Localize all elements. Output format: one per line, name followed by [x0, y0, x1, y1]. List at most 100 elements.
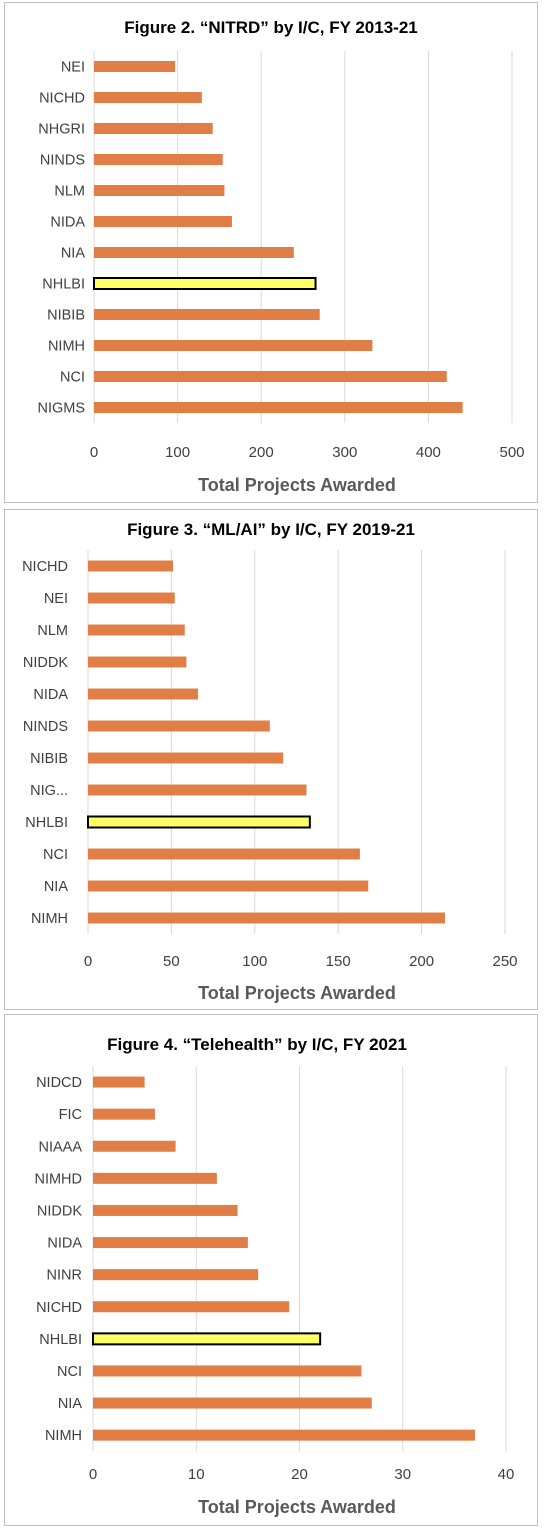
- chart-telehealth: Figure 4. “Telehealth” by I/C, FY 2021 0…: [34, 1035, 514, 1517]
- x-tick-label: 200: [409, 953, 434, 970]
- bar-highlighted: [87, 815, 311, 829]
- x-tick-label: 30: [394, 1466, 411, 1483]
- category-label: NLM: [54, 184, 85, 200]
- x-tick-label: 400: [416, 444, 441, 461]
- x-axis-title: Total Projects Awarded: [198, 983, 396, 1003]
- bar: [88, 656, 187, 668]
- category-label: NIMH: [48, 339, 85, 355]
- bar: [93, 1397, 372, 1409]
- category-label: NLM: [37, 623, 68, 639]
- bar: [94, 247, 294, 258]
- bar: [88, 720, 270, 732]
- bar: [93, 1172, 217, 1184]
- category-label: NEI: [61, 60, 85, 76]
- category-label: NHLBI: [42, 277, 85, 293]
- category-label: NIDDK: [23, 655, 68, 671]
- bar: [94, 216, 232, 227]
- category-label: NINDS: [23, 719, 68, 735]
- category-label: NIA: [58, 1396, 83, 1412]
- bar-highlighted: [92, 1332, 322, 1346]
- x-tick-label: 150: [326, 953, 351, 970]
- category-label: NHLBI: [39, 1332, 82, 1348]
- x-tick-label: 500: [499, 444, 524, 461]
- bar: [93, 1076, 145, 1088]
- bar: [94, 309, 320, 320]
- bar: [94, 154, 223, 165]
- bar: [93, 1365, 362, 1377]
- chart-panel-ml-ai: Figure 3. “ML/AI” by I/C, FY 2019-21 0 50…: [4, 509, 538, 1010]
- chart-title: Figure 4. “Telehealth” by I/C, FY 2021: [107, 1035, 407, 1054]
- bar: [93, 1269, 259, 1281]
- category-label: NIDA: [47, 1236, 82, 1252]
- bar: [94, 61, 176, 72]
- chart-panel-nitrd: Figure 2. “NITRD” by I/C, FY 2013-21 0 10…: [4, 2, 538, 503]
- category-label: NICHD: [36, 1300, 82, 1316]
- category-label: NINR: [47, 1268, 82, 1284]
- category-label: NIMH: [45, 1428, 82, 1444]
- category-label: NIBIB: [30, 751, 68, 767]
- x-tick-label: 200: [249, 444, 274, 461]
- plot-area: 0 50 100 150 200 250 NICHD NEI NLM NIDDK NIDA NINDS…: [22, 550, 518, 970]
- category-label: NEI: [44, 591, 68, 607]
- chart-title: Figure 2. “NITRD” by I/C, FY 2013-21: [124, 18, 418, 37]
- bar: [88, 688, 199, 700]
- x-tick-label: 0: [84, 953, 92, 970]
- bar: [94, 123, 213, 134]
- x-tick-label: 250: [492, 953, 517, 970]
- category-label: NHLBI: [25, 815, 68, 831]
- x-tick-label: 10: [188, 1466, 205, 1483]
- category-label: NINDS: [40, 153, 85, 169]
- category-label: NIMH: [31, 911, 68, 927]
- bar-highlighted: [93, 277, 317, 290]
- bar: [88, 624, 185, 636]
- category-label: NICHD: [22, 559, 68, 575]
- category-label: NIGMS: [37, 401, 85, 417]
- category-label: FIC: [59, 1107, 82, 1123]
- plot-area: 0 10 20 30 40 NIDCD FIC NIAAA NIMHD NIDDK NIDA NINR…: [34, 1066, 514, 1483]
- category-label: NCI: [57, 1364, 82, 1380]
- x-tick-label: 20: [291, 1466, 308, 1483]
- x-axis-title: Total Projects Awarded: [198, 475, 396, 495]
- x-tick-label: 0: [89, 1466, 97, 1483]
- category-label: NIA: [61, 246, 86, 262]
- bar: [94, 185, 225, 196]
- bar: [93, 1140, 176, 1152]
- plot-area: 0 100 200 300 400 500 NEI NICHD NHGRI NINDS NLM NID…: [37, 51, 525, 461]
- category-label: NIDCD: [36, 1075, 82, 1091]
- category-label: NIDDK: [37, 1203, 82, 1219]
- bar: [88, 848, 360, 860]
- category-label: NIBIB: [47, 308, 85, 324]
- bar: [88, 880, 369, 892]
- bar: [93, 1301, 290, 1313]
- category-label: NCI: [60, 370, 85, 386]
- category-label: NIA: [44, 879, 69, 895]
- bar: [88, 592, 175, 604]
- x-tick-label: 100: [242, 953, 267, 970]
- category-label: NIAAA: [38, 1139, 82, 1155]
- category-label: NIMHD: [34, 1171, 82, 1187]
- bar: [88, 784, 307, 796]
- bar: [93, 1204, 238, 1216]
- category-label: NIDA: [50, 215, 85, 231]
- x-tick-label: 50: [163, 953, 180, 970]
- bar: [93, 1429, 476, 1441]
- bar: [94, 402, 463, 413]
- category-label: NCI: [43, 847, 68, 863]
- bar: [88, 560, 174, 572]
- x-tick-label: 100: [165, 444, 190, 461]
- bar: [94, 340, 373, 351]
- category-label: NIDA: [33, 687, 68, 703]
- category-label: NIG...: [30, 783, 68, 799]
- x-axis-title: Total Projects Awarded: [198, 1497, 396, 1517]
- bar: [93, 1108, 155, 1120]
- bar: [88, 752, 284, 764]
- chart-ml-ai: Figure 3. “ML/AI” by I/C, FY 2019-21 0 50…: [22, 520, 518, 1003]
- bar: [88, 912, 445, 924]
- x-tick-label: 300: [332, 444, 357, 461]
- chart-title: Figure 3. “ML/AI” by I/C, FY 2019-21: [127, 520, 415, 539]
- category-label: NHGRI: [38, 122, 85, 138]
- bar: [93, 1237, 248, 1249]
- chart-panel-telehealth: Figure 4. “Telehealth” by I/C, FY 2021 0…: [4, 1014, 538, 1526]
- category-label: NICHD: [39, 91, 85, 107]
- x-tick-label: 40: [498, 1466, 515, 1483]
